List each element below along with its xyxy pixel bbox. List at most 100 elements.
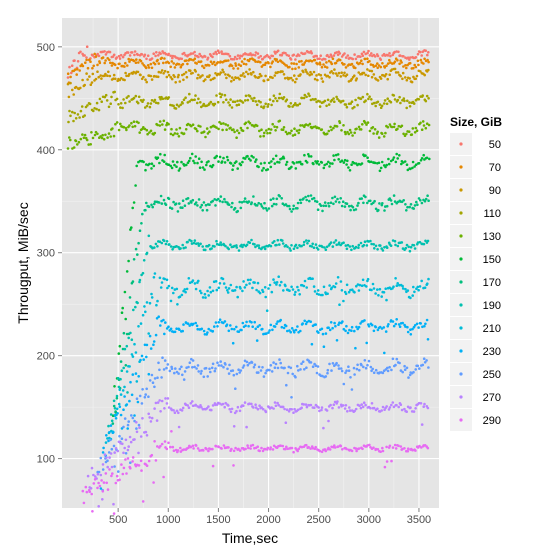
data-point bbox=[345, 447, 348, 451]
data-point bbox=[174, 367, 177, 370]
data-point bbox=[259, 60, 262, 64]
data-point bbox=[226, 158, 230, 162]
data-point bbox=[168, 369, 172, 373]
data-point bbox=[300, 362, 303, 366]
legend-label: 90 bbox=[489, 185, 501, 197]
data-point bbox=[202, 449, 205, 452]
data-point bbox=[270, 290, 274, 294]
data-point bbox=[255, 204, 259, 207]
data-point bbox=[209, 60, 213, 63]
data-point bbox=[153, 62, 157, 66]
data-point bbox=[92, 482, 96, 485]
data-point bbox=[130, 393, 134, 397]
data-point bbox=[262, 375, 266, 378]
data-point bbox=[110, 447, 114, 451]
data-point bbox=[101, 463, 105, 466]
data-point bbox=[215, 288, 219, 292]
data-point bbox=[250, 97, 253, 100]
data-point bbox=[322, 285, 326, 289]
data-point bbox=[344, 132, 347, 136]
data-point bbox=[173, 371, 176, 375]
data-point bbox=[416, 285, 420, 289]
data-point bbox=[157, 62, 161, 65]
data-point bbox=[376, 448, 380, 451]
data-point bbox=[399, 445, 403, 448]
data-point bbox=[194, 155, 197, 158]
data-point bbox=[139, 73, 142, 77]
data-point bbox=[235, 285, 238, 289]
data-point bbox=[225, 128, 228, 131]
data-point bbox=[114, 481, 118, 485]
data-point bbox=[284, 51, 287, 55]
data-point bbox=[321, 332, 325, 336]
data-point bbox=[343, 205, 347, 208]
data-point bbox=[367, 359, 371, 363]
data-point bbox=[227, 404, 230, 407]
data-point bbox=[158, 161, 161, 165]
data-point bbox=[275, 322, 278, 326]
data-point bbox=[155, 317, 159, 320]
data-point bbox=[251, 286, 254, 290]
data-point bbox=[99, 487, 103, 490]
data-point bbox=[190, 239, 193, 243]
data-point bbox=[373, 128, 377, 131]
data-point bbox=[331, 196, 334, 200]
data-point bbox=[318, 57, 321, 60]
data-point bbox=[420, 201, 424, 205]
data-point bbox=[155, 51, 158, 54]
data-point bbox=[159, 152, 162, 156]
data-point bbox=[84, 61, 87, 64]
data-point bbox=[329, 125, 332, 129]
data-point bbox=[278, 92, 282, 96]
data-point bbox=[255, 103, 259, 107]
data-point bbox=[400, 162, 403, 166]
data-point bbox=[313, 290, 317, 293]
data-point bbox=[120, 437, 124, 441]
data-point bbox=[360, 162, 364, 165]
data-point bbox=[426, 239, 430, 243]
data-point bbox=[305, 405, 309, 409]
data-point bbox=[378, 287, 382, 291]
data-point bbox=[158, 120, 162, 123]
data-point bbox=[112, 73, 116, 77]
legend-title: Size, GiB bbox=[450, 115, 502, 129]
data-point bbox=[242, 243, 246, 247]
data-point bbox=[181, 206, 184, 209]
data-point bbox=[111, 127, 114, 130]
data-point bbox=[272, 99, 275, 103]
data-point bbox=[358, 368, 361, 372]
data-point bbox=[161, 356, 164, 360]
data-point bbox=[388, 52, 391, 55]
data-point bbox=[121, 106, 124, 110]
data-point bbox=[73, 59, 76, 62]
data-point bbox=[230, 80, 233, 83]
data-point bbox=[212, 60, 216, 64]
data-point bbox=[380, 104, 384, 108]
data-point bbox=[140, 402, 144, 405]
data-point bbox=[240, 74, 244, 77]
data-point bbox=[425, 359, 428, 362]
data-point bbox=[361, 447, 364, 451]
data-point bbox=[228, 407, 231, 411]
data-point bbox=[372, 371, 376, 375]
data-point bbox=[135, 427, 138, 430]
data-point bbox=[264, 207, 268, 210]
data-point bbox=[150, 453, 154, 457]
data-point bbox=[162, 475, 165, 479]
data-point bbox=[415, 74, 419, 78]
data-point bbox=[123, 395, 126, 398]
data-point bbox=[272, 94, 276, 97]
data-point bbox=[177, 105, 181, 108]
data-point bbox=[238, 449, 242, 452]
data-point bbox=[414, 368, 418, 371]
data-point bbox=[391, 446, 395, 449]
data-point bbox=[68, 65, 71, 69]
data-point bbox=[162, 61, 165, 65]
data-point bbox=[128, 72, 131, 76]
data-point bbox=[72, 119, 75, 123]
data-point bbox=[233, 100, 237, 104]
data-point bbox=[244, 63, 248, 66]
data-point bbox=[316, 208, 320, 211]
data-point bbox=[67, 120, 70, 124]
data-point bbox=[236, 295, 239, 299]
